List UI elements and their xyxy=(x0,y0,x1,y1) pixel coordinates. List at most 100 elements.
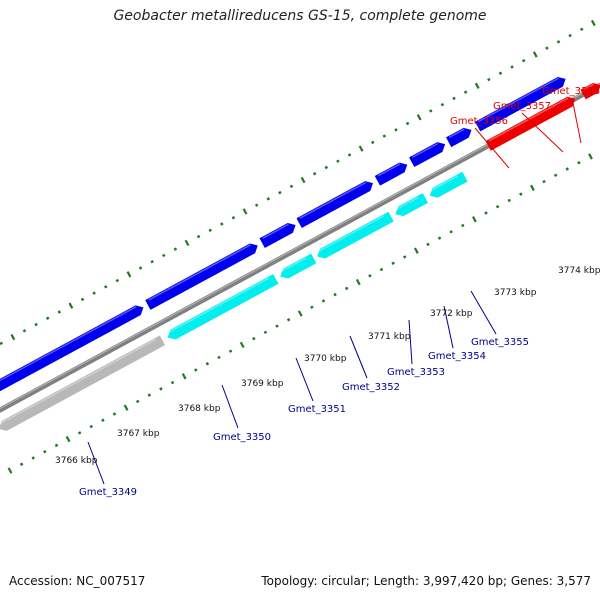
inner-tick xyxy=(426,242,430,247)
outer-tick xyxy=(150,259,154,264)
gene-arrow xyxy=(0,305,144,392)
outer-tick xyxy=(336,159,340,163)
inner-tick xyxy=(577,160,581,165)
gene-arrow-shine xyxy=(583,83,594,91)
gene-arrow xyxy=(296,181,373,228)
inner-tick xyxy=(43,449,47,454)
inner-tick xyxy=(31,456,35,460)
inner-tick xyxy=(333,292,337,297)
outer-tick xyxy=(371,140,375,145)
inner-tick xyxy=(588,153,593,160)
gene-arrow xyxy=(485,96,576,151)
outer-tick xyxy=(92,291,96,295)
accession-text: Accession: NC_007517 xyxy=(9,574,146,588)
outer-tick xyxy=(208,228,212,233)
inner-tick xyxy=(147,393,152,397)
backbone-line xyxy=(0,82,600,413)
kbp-labels: 3766 kbp 3767 kbp 3768 kbp 3769 kbp 3770 kbp… xyxy=(55,266,600,466)
outer-tick xyxy=(358,145,364,152)
inner-tick xyxy=(402,255,407,259)
outer-tick xyxy=(568,33,572,38)
inner-tick xyxy=(507,198,511,203)
outer-tick xyxy=(68,302,74,309)
gene-arrow-shine xyxy=(280,257,307,273)
outer-tick xyxy=(220,222,224,226)
inner-tick xyxy=(228,349,233,353)
inner-tick xyxy=(495,204,500,209)
outer-tick xyxy=(162,253,166,258)
outer-tick xyxy=(0,341,3,346)
gene-arrow xyxy=(580,82,600,100)
inner-tick xyxy=(297,310,303,317)
inner-tick xyxy=(205,362,210,366)
kbp-label: 3771 kbp xyxy=(368,332,411,342)
gene-arrow-shine xyxy=(395,196,419,210)
outer-tick xyxy=(452,96,456,101)
leader-line xyxy=(295,357,314,402)
gene-arrow-shine xyxy=(377,163,401,177)
outer-tick xyxy=(254,203,259,207)
gene-arrow xyxy=(374,162,408,186)
gene-arrow xyxy=(167,274,279,340)
outer-tick xyxy=(242,208,248,215)
inner-tick xyxy=(461,223,465,228)
leader-line xyxy=(408,319,413,365)
inner-tick xyxy=(355,278,361,286)
gene-arrow-shine xyxy=(168,277,270,334)
gene-arrow xyxy=(395,193,428,217)
inner-tick xyxy=(112,412,117,416)
outer-tick xyxy=(231,216,236,220)
inner-tick xyxy=(19,462,24,466)
leader-line xyxy=(443,305,454,349)
outer-tick xyxy=(196,234,201,239)
gene-label: Gmet_3350 xyxy=(213,432,271,443)
feature-tracks xyxy=(0,76,600,431)
label-leader-lines xyxy=(87,97,582,485)
inner-tick xyxy=(484,211,488,215)
inner-tick xyxy=(7,467,13,474)
inner-tick xyxy=(135,399,140,404)
gene-labels: Gmet_3349 Gmet_3350 Gmet_3351 Gmet_3352 Gmet… xyxy=(79,86,600,498)
inner-tick xyxy=(275,324,279,328)
inner-tick xyxy=(471,216,477,223)
gene-arrow-shine xyxy=(0,338,156,425)
inner-tick xyxy=(542,179,546,184)
gene-label: Gmet_3353 xyxy=(387,367,445,378)
outer-tick xyxy=(115,278,120,283)
leader-line xyxy=(521,112,564,153)
kbp-label: 3774 kbp xyxy=(558,266,600,276)
inner-tick xyxy=(379,267,384,272)
outer-tick xyxy=(45,316,50,320)
gene-arrow-shine xyxy=(449,128,465,138)
inner-tick xyxy=(170,380,175,385)
outer-tick xyxy=(324,165,329,170)
outer-tick xyxy=(312,172,317,176)
outer-tick xyxy=(590,19,596,27)
gene-arrow xyxy=(145,243,258,310)
inner-tick-ring xyxy=(7,153,593,474)
gene-arrow xyxy=(317,211,394,259)
inner-tick xyxy=(217,355,221,360)
inner-tick xyxy=(65,435,71,443)
inner-tick xyxy=(123,404,129,411)
outer-tick xyxy=(545,46,549,50)
outer-tick xyxy=(347,153,352,157)
gene-label: Gmet_3358 xyxy=(542,86,600,97)
inner-tick xyxy=(310,305,314,309)
gene-arrow-shine xyxy=(412,142,439,158)
inner-tick xyxy=(181,373,187,380)
outer-tick xyxy=(382,134,387,138)
outer-tick xyxy=(34,322,38,327)
inner-tick xyxy=(519,192,523,196)
outer-tick xyxy=(57,310,62,314)
kbp-label: 3767 kbp xyxy=(117,429,160,439)
inner-tick xyxy=(530,184,535,192)
gene-arrow-shine xyxy=(262,223,289,239)
gene-label: Gmet_3356 xyxy=(450,116,508,127)
backbone-highlight xyxy=(0,83,600,410)
outer-tick xyxy=(556,40,561,44)
inner-tick xyxy=(368,274,372,278)
outer-tick xyxy=(103,285,108,289)
